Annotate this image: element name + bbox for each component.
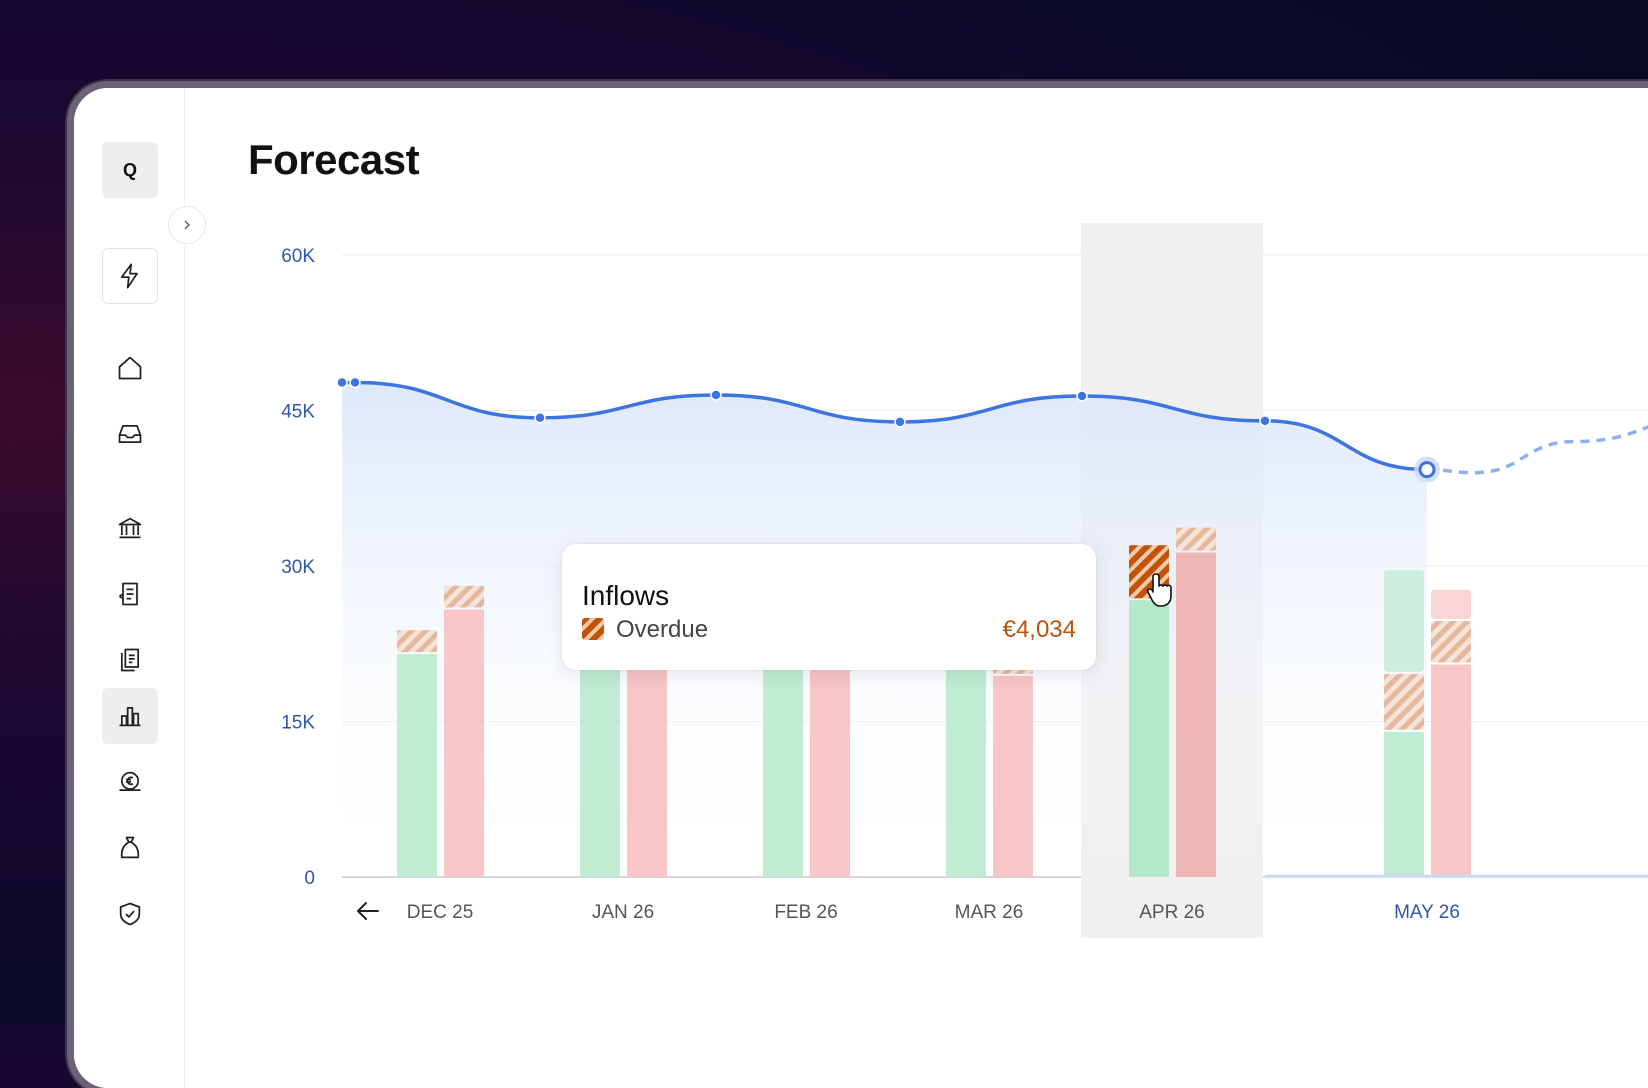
inbox-icon: [118, 424, 142, 444]
balance-line: [342, 380, 1428, 472]
balance-point[interactable]: [349, 376, 361, 389]
overdue-segment[interactable]: [1176, 527, 1216, 551]
inflow-bar[interactable]: [580, 643, 620, 877]
sidebar-item-home[interactable]: [102, 340, 158, 396]
sidebar: Q: [74, 88, 185, 1088]
balance-point[interactable]: [336, 376, 348, 389]
tooltip-label: Overdue: [616, 616, 709, 643]
x-tick-label: APR 26: [1139, 902, 1204, 923]
x-tick-label: DEC 25: [407, 902, 474, 923]
balance-point[interactable]: [534, 412, 546, 424]
sidebar-item-cashflow[interactable]: [102, 688, 158, 744]
outflow-bar[interactable]: [1431, 664, 1471, 877]
y-tick-label: 0: [304, 868, 315, 889]
search-label: Q: [122, 159, 137, 180]
y-tick-label: 30K: [281, 557, 315, 578]
x-tick-label: MAY 26: [1394, 902, 1460, 923]
balance-forecast-line: [1426, 425, 1648, 475]
bar-chart-icon: [119, 706, 141, 727]
inflow-bar[interactable]: [1129, 600, 1169, 877]
euro-coins-icon: [119, 771, 141, 792]
y-tick-label: 60K: [281, 246, 315, 267]
outflow-bar[interactable]: [810, 643, 850, 877]
balance-point[interactable]: [1418, 461, 1436, 479]
x-tick-label: FEB 26: [774, 902, 837, 923]
overdue-segment[interactable]: [1431, 620, 1471, 663]
x-tick-label: MAR 26: [955, 902, 1024, 923]
sidebar-item-invoices[interactable]: [102, 566, 158, 622]
tooltip-title: Inflows: [582, 580, 670, 611]
page-title: Forecast: [248, 136, 420, 183]
chart-tooltip: Inflows Overdue €4,034: [562, 544, 1096, 670]
balance-point[interactable]: [894, 416, 906, 428]
balance-point[interactable]: [1259, 415, 1271, 427]
balance-point[interactable]: [710, 389, 722, 401]
documents-icon: [120, 648, 140, 672]
outflow-bar[interactable]: [1176, 552, 1216, 877]
outflow-bar[interactable]: [444, 609, 484, 877]
outflow-bar[interactable]: [993, 675, 1033, 877]
overdue-segment[interactable]: [397, 630, 437, 653]
home-icon: [118, 356, 142, 380]
chevron-right-icon: [184, 220, 190, 230]
tooltip-value: €4,034: [1002, 616, 1076, 643]
sidebar-item-financing[interactable]: [102, 754, 158, 810]
y-tick-label: 45K: [281, 402, 315, 423]
overdue-segment[interactable]: [444, 585, 484, 608]
app-window: Q Forec: [74, 88, 1648, 1088]
invoice-icon: [119, 582, 138, 606]
sidebar-item-security[interactable]: [102, 886, 158, 942]
overdue-segment[interactable]: [1384, 673, 1424, 730]
arrow-left-icon: [357, 902, 379, 920]
sidebar-item-bank[interactable]: [102, 500, 158, 556]
hand-cursor-icon: [1146, 573, 1172, 607]
inflow-bar[interactable]: [946, 643, 986, 877]
inflow-bar[interactable]: [1384, 731, 1424, 877]
search-button[interactable]: Q: [102, 142, 158, 198]
forecast-segment[interactable]: [1384, 570, 1424, 672]
sidebar-item-savings[interactable]: [102, 820, 158, 876]
inflow-bar[interactable]: [763, 654, 803, 877]
forecast-segment[interactable]: [1431, 589, 1471, 619]
sidebar-item-documents[interactable]: [102, 632, 158, 688]
sidebar-expand-button[interactable]: [168, 206, 206, 244]
bolt-icon: [120, 263, 138, 289]
bank-icon: [118, 517, 142, 539]
overdue-swatch: [582, 618, 604, 640]
prev-period-button[interactable]: [357, 902, 379, 920]
inflow-bar[interactable]: [397, 654, 437, 877]
outflow-bar[interactable]: [627, 643, 667, 877]
balance-point[interactable]: [1076, 390, 1088, 402]
x-tick-label: JAN 26: [592, 902, 654, 923]
sidebar-item-inbox[interactable]: [102, 406, 158, 462]
quick-actions-button[interactable]: [102, 248, 158, 304]
shield-check-icon: [119, 902, 141, 926]
money-bag-icon: [120, 836, 140, 859]
y-tick-label: 15K: [281, 713, 315, 734]
